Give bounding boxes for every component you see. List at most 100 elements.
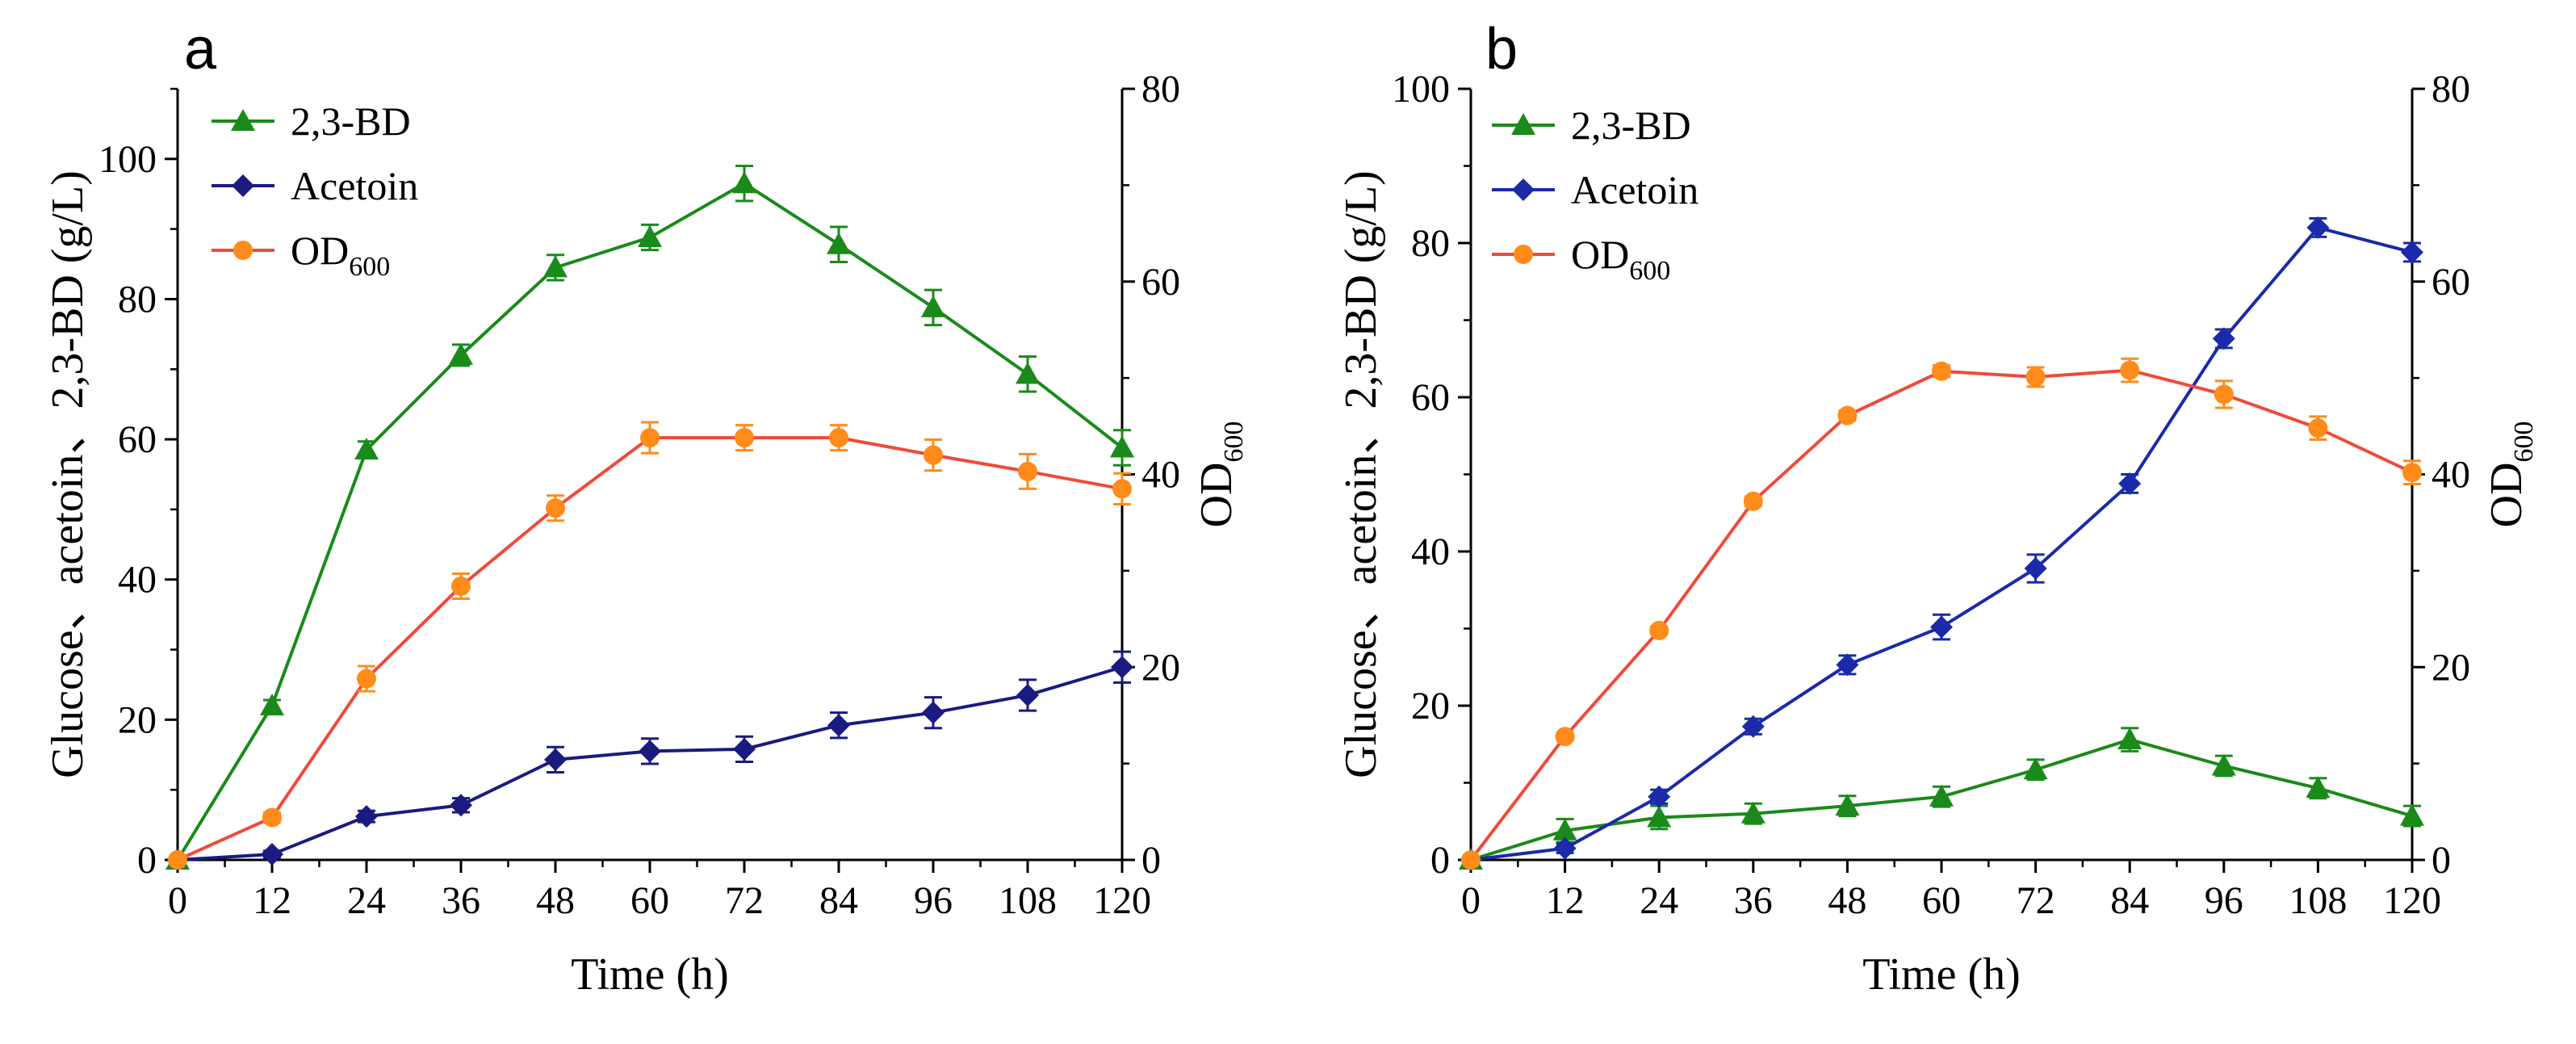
x-tick-label: 36 [442,879,480,922]
series-line [1470,225,2413,862]
y2-tick-label: 0 [1141,839,1161,882]
data-point [168,850,187,870]
x-tick-label: 24 [1640,879,1678,922]
y-tick-label: 0 [137,839,157,882]
data-point [1932,361,1951,381]
y2-tick-label: 0 [2431,839,2451,882]
x-tick-label: 72 [725,879,764,922]
y2-tick-label: 20 [2431,646,2470,689]
data-point [1649,620,1669,640]
x-tick-label: 48 [536,879,575,922]
x-tick-label: 120 [2383,879,2441,922]
legend-label: Acetoin [1571,167,1698,212]
data-point [2120,360,2140,380]
panel-label: a [184,17,217,82]
legend-label: OD600 [291,228,390,282]
data-point [357,669,376,689]
legend-label: Acetoin [291,163,418,208]
data-point [546,498,565,518]
series-od [168,421,1132,870]
x-tick-label: 24 [347,879,386,922]
data-point [354,438,379,460]
y-tick-label: 80 [118,278,157,321]
x-tick-label: 60 [1922,879,1961,922]
data-point [451,576,471,596]
panel-label: b [1485,17,1518,82]
legend-marker [233,241,253,260]
legend-label-main: 2,3-BD [1571,103,1691,148]
data-point [260,694,284,715]
x-tick-label: 60 [630,879,669,922]
data-point [2023,757,2048,780]
legend-marker [1512,178,1535,201]
series-acetoin [166,650,1133,871]
legend-marker [1514,245,1533,264]
y2-tick-label: 60 [2431,261,2470,304]
series-od [1461,357,2422,870]
y2-axis-title: OD600 [1192,421,1249,528]
x-tick-label: 84 [819,879,858,922]
data-point [2025,367,2046,387]
legend-label-main: Acetoin [291,163,418,208]
data-point [827,714,850,737]
y2-tick-label: 40 [1141,454,1180,497]
data-point [1743,491,1763,511]
data-point [1111,656,1133,679]
legend-label: 2,3-BD [291,99,411,144]
data-point [2117,727,2142,750]
data-point [1648,785,1671,808]
legend-marker [231,109,255,131]
data-point [2402,463,2422,483]
x-axis-title: Time (h) [1862,950,2021,1000]
data-point [1929,784,1954,807]
y2-tick-label: 40 [2431,454,2470,497]
y2-axis-title-sub: 600 [2509,421,2539,463]
x-tick-label: 72 [2017,879,2055,922]
legend-label: OD600 [1571,232,1670,286]
y-tick-label: 100 [98,138,157,181]
data-point [2306,776,2331,799]
x-tick-label: 36 [1734,879,1773,922]
data-point [1741,715,1765,738]
data-point [2401,241,2423,264]
legend: 2,3-BD Acetoin OD600 [1492,103,1698,286]
legend-label-sub: 600 [349,252,390,282]
x-tick-label: 108 [2289,879,2347,922]
data-point [735,428,754,448]
x-tick-label: 96 [914,879,953,922]
data-point [1110,435,1134,458]
legend-label-main: 2,3-BD [291,99,411,144]
x-tick-label: 84 [2110,879,2149,922]
data-point [1835,794,1860,816]
y2-tick-label: 60 [1141,261,1180,304]
data-point [1647,805,1672,828]
legend-label-main: Acetoin [1571,167,1698,212]
data-point [639,740,661,763]
panel-a: 0 12 24 36 48 60 72 84 96 108 12002040608010002040… [43,17,1249,1000]
data-point [921,295,945,317]
y-tick-label: 60 [1411,376,1450,419]
data-point [355,805,378,828]
data-point [924,445,943,465]
data-point [922,701,945,724]
data-point [1555,727,1575,747]
y-tick-label: 40 [1411,530,1450,573]
data-point [638,225,662,248]
y-axis-title: Glucose、acetoin、2,3-BD (g/L) [43,170,93,778]
data-point [2308,418,2328,438]
data-point [1016,683,1039,706]
legend: 2,3-BD Acetoin OD600 [212,99,418,282]
x-tick-label: 96 [2205,879,2243,922]
data-point [1112,479,1132,499]
y2-axis-title-sub: 600 [1219,421,1249,463]
y-axis-title: Glucose、acetoin、2,3-BD (g/L) [1336,170,1386,778]
series-2-3-bd [1459,727,2424,870]
legend-label-main: OD [1571,232,1629,277]
y-tick-label: 60 [118,418,157,461]
x-axis-title: Time (h) [571,950,729,1000]
data-point [829,428,848,448]
x-tick-label: 0 [1461,879,1481,922]
data-point [543,255,568,278]
data-point [2118,472,2142,495]
